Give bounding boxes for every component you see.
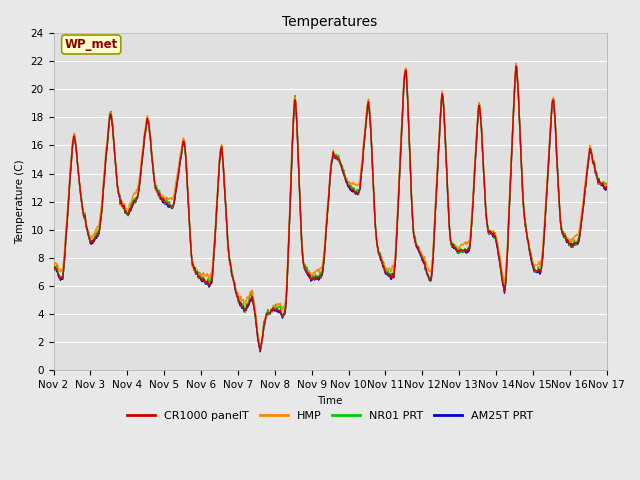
Legend: CR1000 panelT, HMP, NR01 PRT, AM25T PRT: CR1000 panelT, HMP, NR01 PRT, AM25T PRT <box>123 407 538 426</box>
Y-axis label: Temperature (C): Temperature (C) <box>15 159 25 244</box>
X-axis label: Time: Time <box>317 396 343 406</box>
Title: Temperatures: Temperatures <box>282 15 378 29</box>
Text: WP_met: WP_met <box>65 38 118 51</box>
